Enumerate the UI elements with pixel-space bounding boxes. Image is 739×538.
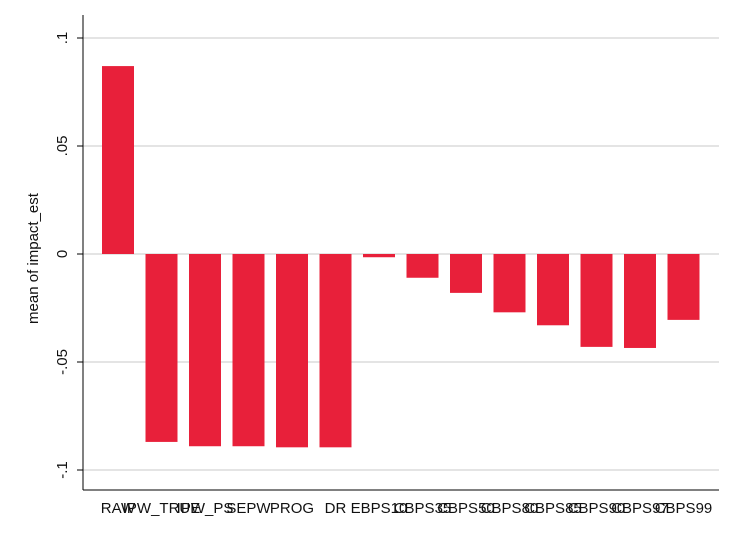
x-tick-label: CBPS80 (481, 500, 539, 517)
x-tick-label: SEPW (226, 500, 271, 517)
x-tick-label: DR (325, 500, 347, 517)
x-tick-label: CBPS90 (568, 500, 626, 517)
x-tick-label: IPW_TRUE (123, 500, 201, 517)
bar-cbps50 (450, 254, 482, 293)
bar-sepw (232, 254, 265, 447)
bars (102, 66, 700, 448)
bar-cbps99 (667, 254, 700, 320)
gridlines (83, 37, 719, 471)
bar-cbps35 (406, 254, 439, 278)
x-tick-label: RAW (101, 500, 136, 517)
bar-dr (319, 254, 352, 448)
bar-prog (276, 254, 308, 448)
x-tick-label: CBPS50 (437, 500, 495, 517)
bar-cbps97 (624, 254, 656, 348)
x-tick-label: CBPS85 (524, 500, 582, 517)
y-axis-title: mean of impact_est (25, 192, 42, 324)
y-ticks: .1 .05 0 -.05 -.1 (54, 32, 83, 479)
bar-ipw-ps (189, 254, 221, 447)
bar-ipw-true (145, 254, 178, 442)
y-tick-label: 0 (54, 250, 71, 258)
bar-cbps80 (493, 254, 526, 313)
bar-cbps90 (580, 254, 613, 347)
y-tick-label: -.05 (54, 349, 71, 375)
x-tick-label: IPW_PS (177, 500, 234, 517)
y-tick-label: .05 (54, 136, 71, 157)
x-tick-label: EBPS10 (351, 500, 408, 517)
x-tick-label: CBPS35 (394, 500, 452, 517)
y-tick-label: -.1 (54, 461, 71, 479)
x-tick-label: PROG (270, 500, 314, 517)
bar-ebps10 (363, 254, 395, 258)
x-tick-label: CBPS97 (611, 500, 669, 517)
bar-raw (102, 66, 134, 254)
bar-cbps85 (537, 254, 569, 326)
y-tick-label: .1 (54, 32, 71, 45)
x-tick-label: CBPS99 (655, 500, 713, 517)
